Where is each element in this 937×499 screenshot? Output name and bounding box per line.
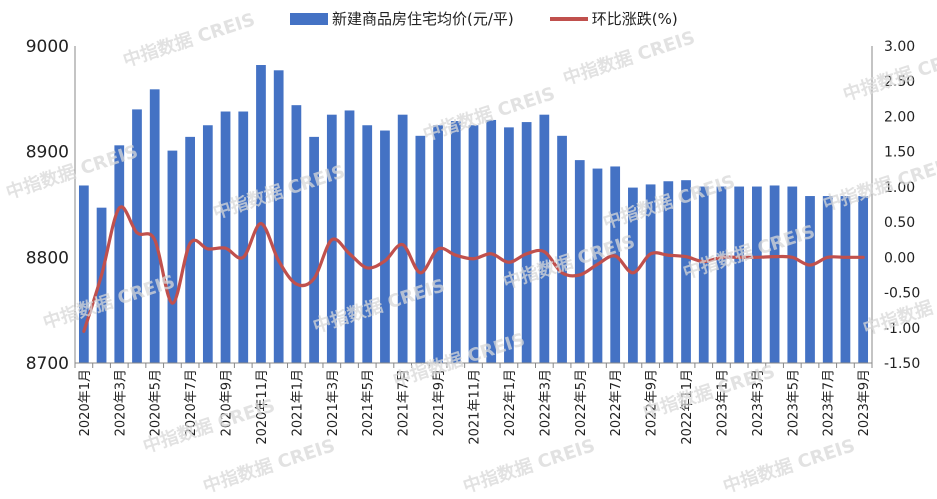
bar (840, 196, 851, 363)
y-left-tick-label: 8700 (26, 354, 69, 374)
x-tick-label: 2021年9月 (432, 369, 447, 436)
bar (96, 207, 107, 363)
bar (557, 135, 567, 363)
x-tick-label: 2022年1月 (503, 369, 518, 436)
bar (433, 125, 443, 363)
bar (362, 125, 373, 363)
x-tick-label: 2020年3月 (113, 369, 128, 436)
y-right-tick-label: 0.50 (884, 215, 915, 231)
x-tick-label: 2020年9月 (220, 369, 235, 436)
x-tick-label: 2020年5月 (149, 369, 164, 436)
bar (752, 186, 762, 363)
bar (380, 130, 390, 363)
x-tick-label: 2021年5月 (361, 369, 376, 436)
x-tick-label: 2023年7月 (822, 369, 837, 436)
legend-line-swatch (549, 16, 588, 21)
x-tick-label: 2020年1月 (78, 369, 93, 436)
bar (486, 119, 497, 363)
y-right-tick-label: 1.00 (884, 180, 915, 196)
bar (78, 185, 89, 363)
bar (167, 150, 178, 363)
bar (238, 111, 249, 363)
x-tick-label: 2022年9月 (645, 369, 660, 436)
x-tick-labels: 2020年1月 2020年3月 2020年5月 2020年7月 2020年9月 2020年… (78, 369, 872, 445)
bar (397, 114, 408, 363)
x-tick-label: 2023年1月 (715, 369, 730, 436)
bar (574, 160, 585, 363)
bar (610, 166, 621, 363)
y-left-tick-label: 9000 (26, 37, 69, 57)
bar (663, 181, 674, 363)
bar (114, 145, 125, 363)
bar-series (78, 65, 869, 364)
y-left-tick-label: 8900 (26, 143, 69, 163)
y-left-tick-label: 8800 (26, 248, 69, 268)
x-tick-label: 2022年5月 (574, 369, 589, 436)
bar (716, 186, 727, 363)
bar (202, 125, 213, 363)
bar (805, 196, 815, 363)
bar (149, 89, 160, 363)
bar (344, 110, 355, 363)
y-right-tick-label: 3.00 (884, 39, 915, 55)
bar (645, 184, 656, 363)
x-tick-label: 2021年3月 (326, 369, 341, 436)
bar (185, 136, 195, 363)
line-series (82, 205, 865, 333)
bar (504, 127, 514, 363)
x-tick-label: 2023年9月 (857, 369, 872, 436)
y-right-tick-label: 0.00 (884, 250, 915, 266)
bar (415, 135, 426, 363)
bar (681, 180, 691, 363)
axes (74, 46, 873, 368)
y-right-tick-label: 2.00 (884, 109, 915, 125)
x-tick-label: 2023年5月 (786, 369, 801, 436)
bar (734, 186, 745, 363)
bar (521, 122, 532, 363)
x-tick-label: 2021年1月 (290, 369, 305, 436)
chart-legend: 新建商品房住宅均价(元/平) 环比涨跌(%) (290, 8, 678, 29)
bar (273, 70, 284, 363)
combo-chart: 2020年1月 2020年3月 2020年5月 2020年7月 2020年9月 2020年… (26, 37, 921, 445)
bar (291, 105, 302, 363)
x-tick-label: 2020年7月 (184, 369, 199, 436)
y-left-tick-labels: 8700 8800 8900 9000 (26, 37, 69, 374)
bar (787, 186, 798, 363)
legend-bar-label: 新建商品房住宅均价(元/平) (332, 10, 514, 28)
legend-bar-swatch (290, 12, 328, 25)
bar (132, 109, 142, 364)
x-tick-label: 2021年11月 (468, 369, 483, 445)
x-tick-label: 2022年3月 (538, 369, 553, 436)
y-right-tick-label: 1.50 (884, 145, 915, 161)
bar (628, 187, 638, 363)
y-right-tick-label: -1.50 (884, 356, 920, 372)
bar (468, 125, 479, 363)
bar (858, 196, 869, 363)
bar (220, 111, 231, 363)
bar (256, 65, 266, 364)
y-right-tick-label: -0.50 (884, 286, 920, 302)
x-tick-label: 2020年11月 (255, 369, 270, 445)
x-tick-label: 2023年3月 (751, 369, 766, 436)
bar (822, 196, 833, 363)
bar (450, 121, 461, 363)
x-tick-label: 2022年7月 (609, 369, 624, 436)
bar (769, 185, 780, 363)
y-right-tick-label: -1.00 (884, 321, 920, 337)
legend-line-label: 环比涨跌(%) (591, 10, 678, 28)
y-right-tick-label: 2.50 (884, 74, 915, 90)
y-right-tick-labels: -1.50 -1.00 -0.50 0.00 0.50 1.00 1.50 2.00 2.50 3… (884, 39, 920, 372)
bar (698, 186, 709, 363)
x-tick-label: 2021年7月 (397, 369, 412, 436)
x-tick-label: 2022年11月 (680, 369, 695, 445)
bar (309, 136, 319, 363)
bar (539, 114, 550, 363)
